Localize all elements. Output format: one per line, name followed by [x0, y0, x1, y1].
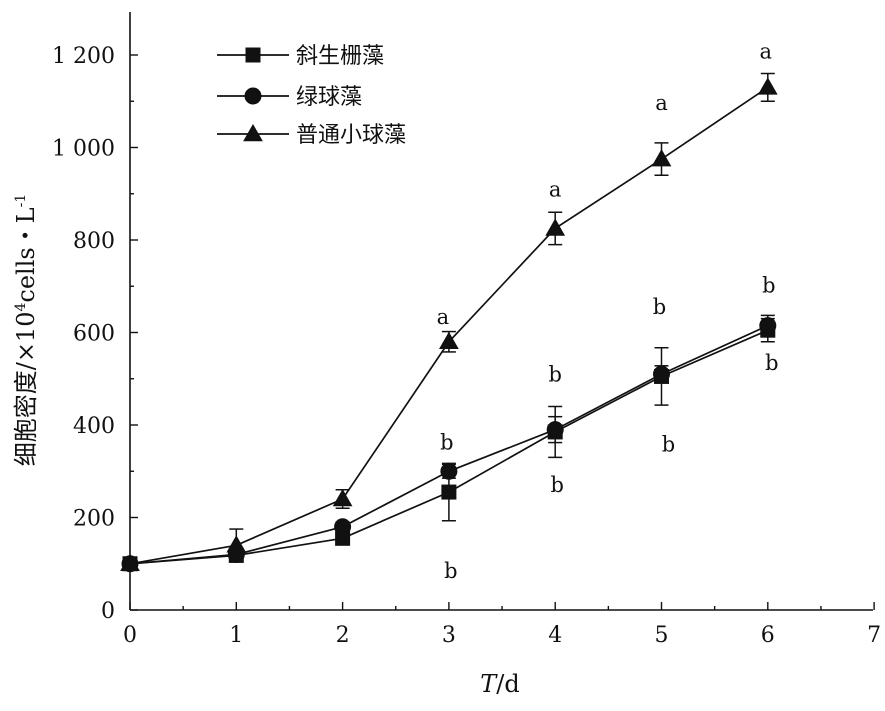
legend-item-triangle: 普通小球藻 [217, 123, 406, 148]
significance-label: b [440, 430, 453, 454]
x-tick-label: 5 [655, 623, 669, 648]
legend-item-circle: 绿球藻 [217, 85, 362, 110]
y-tick-label: 600 [73, 322, 115, 347]
legend-marker-square [245, 47, 261, 63]
significance-label: b [444, 559, 457, 583]
data-point-triangle [439, 331, 459, 349]
y-tick-label: 200 [73, 507, 115, 532]
significance-label: b [550, 473, 563, 497]
data-point-circle [546, 421, 564, 439]
legend-label: 绿球藻 [296, 85, 362, 110]
data-point-circle [759, 317, 777, 335]
significance-label: b [765, 351, 778, 375]
series-group: b b b b b b b b a a a a [120, 39, 779, 583]
x-tick-label: 1 [229, 623, 243, 648]
significance-label: a [549, 177, 562, 201]
significance-label: b [548, 363, 561, 387]
y-tick-label: 800 [73, 229, 115, 254]
y-axis-ticks: 0 200 400 600 800 1 000 1 200 [52, 44, 138, 624]
x-tick-label: 4 [548, 623, 562, 648]
x-tick-label: 6 [761, 623, 775, 648]
y-tick-label: 1 200 [52, 44, 115, 69]
significance-label: b [653, 295, 666, 319]
data-point-triangle [651, 149, 672, 167]
significance-label: b [762, 274, 775, 298]
x-tick-label: 0 [123, 623, 137, 648]
data-point-triangle [120, 553, 140, 571]
data-point-triangle [545, 218, 566, 236]
y-tick-label: 1 000 [52, 137, 115, 162]
y-tick-label: 400 [73, 414, 115, 439]
series-triangle: a a a a [120, 39, 778, 571]
significance-label: a [437, 305, 450, 329]
data-point-triangle [226, 535, 247, 553]
data-point-triangle [332, 488, 353, 507]
y-axis-title: 细胞密度/×104cells・L-1 [12, 194, 40, 467]
data-point-circle [334, 518, 352, 536]
legend-marker-circle [244, 87, 262, 105]
data-point-triangle [757, 77, 778, 95]
x-axis-ticks: 0 1 2 3 4 5 6 7 [123, 602, 881, 648]
data-point-circle [653, 365, 670, 383]
x-tick-label: 3 [442, 623, 456, 648]
legend-marker-triangle [243, 123, 263, 142]
significance-label: a [760, 39, 773, 63]
legend-label: 普通小球藻 [296, 123, 406, 148]
x-tick-label: 7 [867, 623, 881, 648]
legend-item-square: 斜生栅藻 [217, 44, 384, 69]
data-point-square [441, 484, 457, 500]
significance-label: a [655, 91, 668, 115]
x-tick-label: 2 [336, 623, 350, 648]
data-point-circle [440, 462, 458, 480]
y-tick-label: 0 [101, 599, 115, 624]
significance-label: b [662, 432, 675, 456]
legend-label: 斜生栅藻 [296, 44, 384, 69]
x-axis-title: T/d [480, 670, 519, 698]
